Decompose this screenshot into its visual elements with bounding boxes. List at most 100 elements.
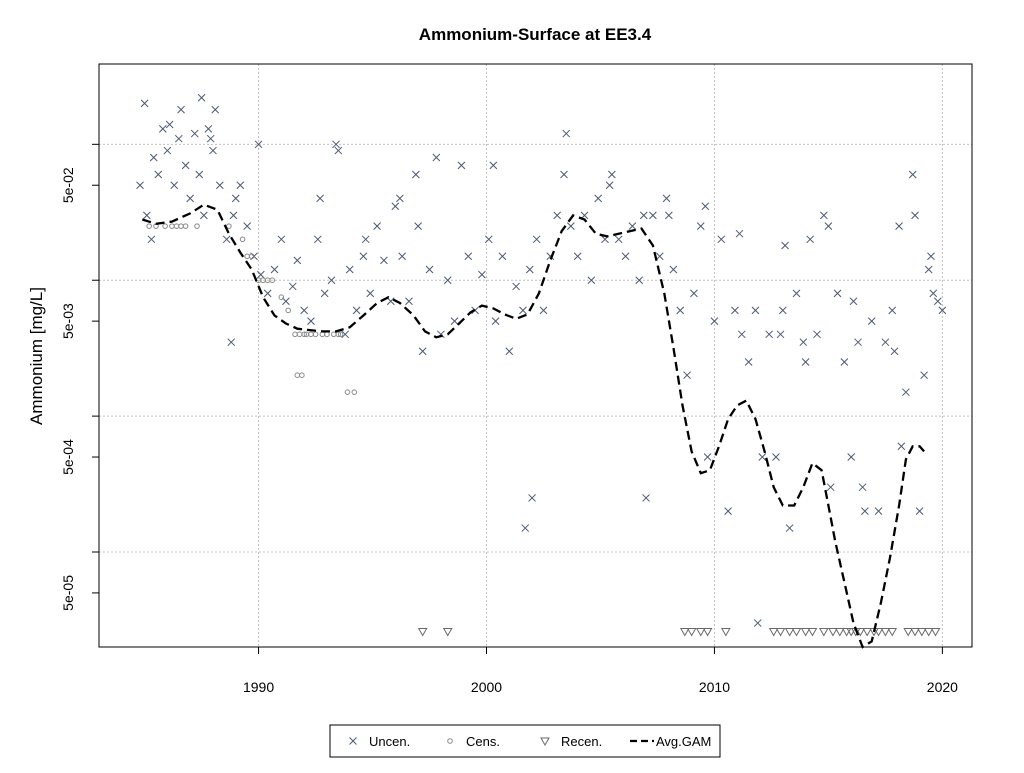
cross-stroke: [386, 297, 395, 306]
uncensored-point: [282, 297, 290, 306]
uncensored-point: [735, 229, 744, 238]
cross-stroke: [307, 317, 315, 325]
uncensored-point: [847, 453, 856, 461]
legend-item: Cens.: [447, 734, 500, 749]
cross-stroke: [491, 317, 500, 325]
uncensored-point: [676, 306, 685, 315]
cross-stroke: [605, 181, 614, 190]
uncensored-point: [539, 306, 548, 315]
cross-stroke: [165, 120, 174, 129]
legend-label: Cens.: [466, 734, 500, 749]
cross-stroke: [690, 289, 698, 298]
censored-point: [285, 307, 291, 314]
cross-stroke: [888, 306, 897, 315]
cross-stroke: [608, 170, 616, 179]
uncensored-point: [924, 265, 933, 274]
uncensored-point: [450, 317, 459, 325]
cross-stroke: [341, 330, 350, 339]
uncensored-point: [136, 181, 144, 190]
cross-stroke: [826, 483, 835, 492]
recensored-point: [807, 628, 818, 637]
censored-point: [178, 223, 184, 229]
censored-point: [330, 331, 337, 338]
uncensored-point: [174, 134, 183, 143]
uncensored-point: [206, 134, 215, 143]
cross-stroke: [229, 211, 238, 220]
uncensored-point: [897, 442, 906, 451]
cross-stroke: [154, 170, 163, 179]
cross-stroke: [744, 358, 753, 366]
cross-stroke: [380, 256, 388, 265]
uncensored-point: [724, 507, 732, 515]
x-axis: 1990 2000 2010 2020: [243, 647, 958, 695]
uncensored-point: [316, 194, 324, 203]
cross-stroke: [186, 194, 195, 203]
uncensored-point: [621, 252, 630, 261]
cross-stroke: [532, 235, 541, 244]
cross-stroke: [277, 235, 286, 244]
uncensored-point: [927, 252, 935, 261]
uncensored-point: [710, 317, 719, 325]
cross-stroke: [737, 330, 746, 339]
marks-layer: [136, 93, 947, 649]
recensored-point: [686, 628, 697, 637]
cross-stroke: [566, 222, 575, 230]
cross-stroke: [819, 211, 828, 220]
uncensored-point: [696, 222, 705, 230]
uncensored-point: [332, 140, 340, 149]
uncensored-point: [300, 306, 308, 315]
censored-point: [337, 331, 344, 338]
cross-stroke: [758, 453, 767, 461]
uncensored-point: [277, 235, 286, 244]
uncensored-point: [799, 338, 808, 347]
cross-stroke: [765, 330, 773, 339]
x-tick-label: 2000: [471, 679, 502, 695]
uncensored-point: [890, 347, 899, 356]
cross-stroke: [861, 507, 869, 515]
legend-item: Uncen.: [349, 734, 410, 749]
uncensored-point: [781, 241, 789, 250]
uncensored-point: [177, 105, 185, 114]
uncensored-point: [366, 289, 375, 298]
uncensored-point: [911, 211, 919, 220]
censored-point: [319, 331, 326, 338]
uncensored-point: [528, 494, 536, 502]
cross-stroke: [288, 282, 297, 291]
cross-stroke: [236, 181, 245, 190]
uncensored-point: [307, 317, 315, 325]
uncensored-point: [380, 256, 388, 265]
cross-stroke: [669, 265, 678, 274]
uncensored-point: [140, 99, 149, 108]
recensored-point: [880, 628, 891, 637]
uncensored-point: [181, 161, 190, 170]
uncensored-point: [396, 194, 404, 203]
uncensored-point: [566, 222, 575, 230]
uncensored-point: [929, 289, 938, 298]
uncensored-point: [222, 235, 231, 244]
cross-stroke: [902, 388, 910, 397]
cross-stroke: [587, 276, 596, 285]
uncensored-point: [635, 276, 644, 285]
uncensored-point: [190, 129, 199, 138]
uncensored-point: [386, 297, 395, 306]
cross-stroke: [938, 306, 947, 315]
uncensored-point: [352, 306, 361, 315]
uncensored-point: [414, 222, 422, 230]
cross-stroke: [396, 194, 404, 203]
cross-stroke: [776, 330, 785, 339]
cross-stroke: [227, 338, 236, 347]
cross-stroke: [683, 371, 691, 380]
uncensored-point: [165, 120, 174, 129]
censored-point: [162, 223, 168, 229]
uncensored-point: [418, 347, 427, 356]
uncensored-point: [801, 358, 810, 366]
uncensored-point: [731, 306, 739, 315]
recensored-point: [784, 628, 795, 637]
recensored-point: [855, 628, 866, 637]
cross-stroke: [174, 134, 183, 143]
cross-stroke: [731, 306, 739, 315]
legend-box: [329, 724, 721, 758]
cross-stroke: [293, 256, 302, 265]
